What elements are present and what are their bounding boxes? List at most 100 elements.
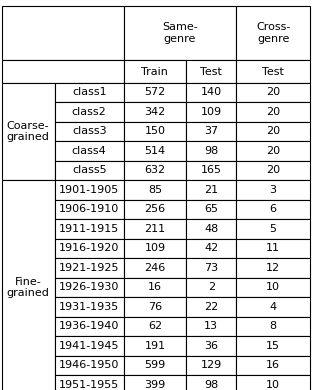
- Text: Test: Test: [200, 67, 222, 76]
- Bar: [186, 297, 236, 317]
- Bar: [124, 258, 186, 278]
- Text: 342: 342: [144, 107, 166, 117]
- Bar: [124, 297, 186, 317]
- Text: 109: 109: [201, 107, 222, 117]
- Bar: [186, 336, 236, 356]
- Bar: [124, 180, 186, 200]
- Bar: [236, 219, 310, 239]
- Bar: [55, 336, 124, 356]
- Bar: [55, 317, 124, 336]
- Bar: [124, 239, 186, 258]
- Text: 599: 599: [144, 360, 166, 370]
- Text: 514: 514: [144, 146, 166, 156]
- Bar: [124, 6, 236, 60]
- Text: 1936-1940: 1936-1940: [59, 321, 119, 331]
- Bar: [186, 200, 236, 219]
- Bar: [186, 180, 236, 200]
- Text: 98: 98: [204, 380, 218, 390]
- Text: 256: 256: [144, 204, 166, 215]
- Text: Test: Test: [262, 67, 284, 76]
- Text: 48: 48: [204, 224, 218, 234]
- Text: 3: 3: [269, 185, 277, 195]
- Text: 13: 13: [204, 321, 218, 331]
- Bar: [236, 297, 310, 317]
- Text: 246: 246: [144, 263, 166, 273]
- Bar: [2, 6, 124, 60]
- Text: 399: 399: [144, 380, 166, 390]
- Bar: [55, 161, 124, 180]
- Text: class3: class3: [72, 126, 106, 136]
- Text: 211: 211: [144, 224, 166, 234]
- Text: Cross-
genre: Cross- genre: [256, 22, 290, 44]
- Text: 1901-1905: 1901-1905: [59, 185, 119, 195]
- Text: 16: 16: [266, 360, 280, 370]
- Text: 109: 109: [144, 243, 166, 254]
- Text: class5: class5: [72, 165, 106, 176]
- Text: 62: 62: [148, 321, 162, 331]
- Text: 12: 12: [266, 263, 280, 273]
- Text: 98: 98: [204, 146, 218, 156]
- Bar: [124, 60, 186, 83]
- Text: Same-
genre: Same- genre: [162, 22, 198, 44]
- Text: class4: class4: [72, 146, 107, 156]
- Bar: [55, 356, 124, 375]
- Text: 2: 2: [208, 282, 215, 292]
- Bar: [236, 356, 310, 375]
- Bar: [236, 180, 310, 200]
- Bar: [186, 83, 236, 102]
- Text: 1946-1950: 1946-1950: [59, 360, 119, 370]
- Bar: [186, 375, 236, 390]
- Text: 1911-1915: 1911-1915: [59, 224, 119, 234]
- Text: 632: 632: [144, 165, 166, 176]
- Text: 6: 6: [269, 204, 277, 215]
- Text: 1916-1920: 1916-1920: [59, 243, 119, 254]
- Text: 1906-1910: 1906-1910: [59, 204, 119, 215]
- Text: 1941-1945: 1941-1945: [59, 341, 120, 351]
- Bar: [124, 278, 186, 297]
- Bar: [124, 141, 186, 161]
- Text: 572: 572: [144, 87, 166, 98]
- Bar: [124, 161, 186, 180]
- Text: 191: 191: [144, 341, 166, 351]
- Text: 8: 8: [269, 321, 277, 331]
- Bar: [236, 141, 310, 161]
- Bar: [2, 180, 55, 390]
- Bar: [236, 102, 310, 122]
- Bar: [236, 6, 310, 60]
- Text: class2: class2: [72, 107, 107, 117]
- Bar: [236, 239, 310, 258]
- Text: 76: 76: [148, 302, 162, 312]
- Bar: [186, 258, 236, 278]
- Text: 20: 20: [266, 165, 280, 176]
- Bar: [55, 258, 124, 278]
- Bar: [55, 278, 124, 297]
- Bar: [236, 258, 310, 278]
- Text: 20: 20: [266, 126, 280, 136]
- Bar: [236, 375, 310, 390]
- Bar: [124, 375, 186, 390]
- Bar: [186, 278, 236, 297]
- Bar: [124, 317, 186, 336]
- Bar: [186, 60, 236, 83]
- Bar: [124, 336, 186, 356]
- Text: 1931-1935: 1931-1935: [59, 302, 119, 312]
- Text: 4: 4: [269, 302, 277, 312]
- Text: 16: 16: [148, 282, 162, 292]
- Bar: [236, 200, 310, 219]
- Bar: [186, 317, 236, 336]
- Bar: [236, 161, 310, 180]
- Text: Train: Train: [141, 67, 168, 76]
- Text: 37: 37: [204, 126, 218, 136]
- Bar: [55, 297, 124, 317]
- Text: 1951-1955: 1951-1955: [59, 380, 119, 390]
- Bar: [186, 239, 236, 258]
- Bar: [186, 141, 236, 161]
- Text: 85: 85: [148, 185, 162, 195]
- Text: 1926-1930: 1926-1930: [59, 282, 119, 292]
- Bar: [55, 180, 124, 200]
- Text: 20: 20: [266, 146, 280, 156]
- Bar: [55, 102, 124, 122]
- Text: 1921-1925: 1921-1925: [59, 263, 120, 273]
- Text: 36: 36: [204, 341, 218, 351]
- Text: class1: class1: [72, 87, 106, 98]
